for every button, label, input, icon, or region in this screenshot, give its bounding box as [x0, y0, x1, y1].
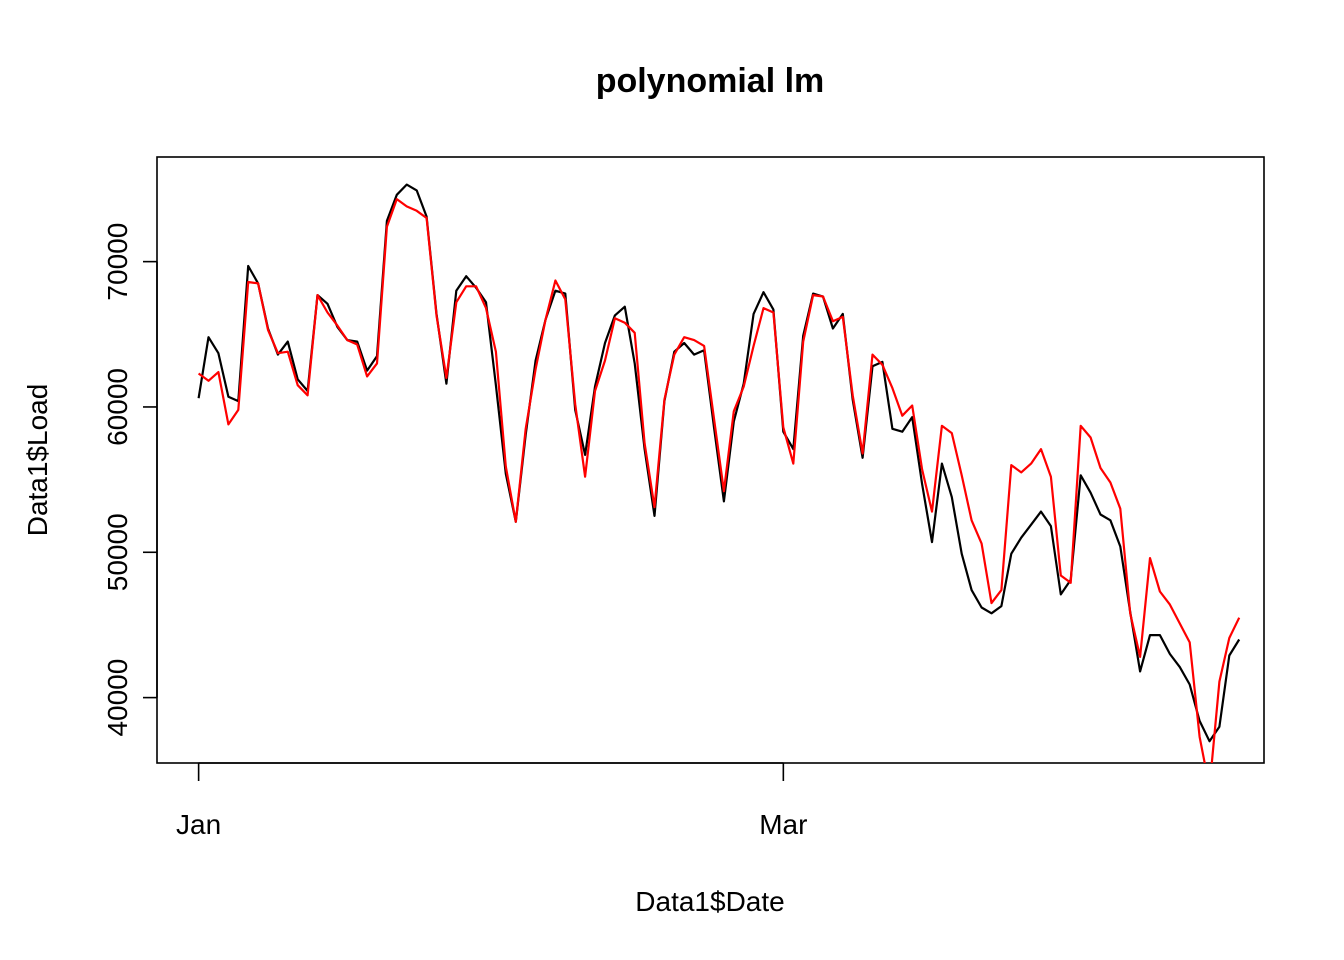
y-tick-label: 50000 [102, 513, 133, 591]
chart-title: polynomial lm [596, 62, 825, 100]
y-tick-label: 70000 [102, 223, 133, 301]
x-axis-label: Data1$Date [635, 886, 784, 917]
y-axis-label: Data1$Load [22, 384, 53, 537]
x-axis: Jan Mar [176, 762, 807, 840]
y-tick-label: 60000 [102, 368, 133, 446]
series-line-2 [197, 198, 1241, 763]
x-tick-label: Mar [759, 809, 807, 840]
series-layer [197, 183, 1241, 763]
y-tick-label: 40000 [102, 659, 133, 737]
series-line-1 [197, 183, 1241, 743]
y-axis: 40000 50000 60000 70000 [102, 223, 158, 737]
x-tick-label: Jan [176, 809, 221, 840]
